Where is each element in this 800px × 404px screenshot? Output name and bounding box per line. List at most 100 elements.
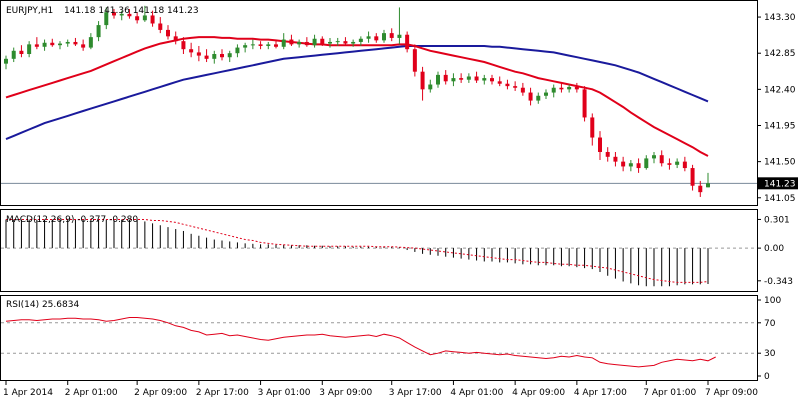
candle-body: [158, 23, 163, 30]
candle-body: [220, 54, 224, 58]
time-tick-label: 2 Apr 01:00: [65, 388, 118, 398]
candle-body: [644, 158, 649, 169]
rsi-pane-frame: [0, 295, 758, 381]
price-pane: [1, 5, 757, 197]
candle-body: [19, 50, 24, 55]
price-tick-label: 141.50: [764, 158, 796, 168]
candle-body: [142, 15, 147, 21]
macd-tick-label: 0.301: [764, 215, 790, 225]
candle-body: [382, 33, 386, 41]
candle-body: [544, 92, 548, 96]
candle-body: [513, 86, 518, 88]
candle-body: [166, 29, 170, 37]
macd-label: MACD(12,26,9) -0.377 -0.280: [6, 215, 138, 225]
candle-body: [281, 39, 286, 47]
time-tick-label: 2 Apr 17:00: [196, 388, 249, 398]
candle-body: [605, 151, 610, 157]
fast-moving-average-line: [5, 36, 709, 157]
candle-body: [320, 38, 325, 44]
current-price-label: 141.23: [764, 179, 796, 189]
candle-body: [675, 161, 680, 165]
candle-body: [366, 36, 371, 39]
candle-body: [189, 49, 194, 53]
candle-body: [520, 87, 525, 93]
candle-body: [490, 78, 494, 82]
rsi-tick-label: 100: [764, 296, 781, 306]
candle-body: [613, 156, 618, 162]
price-pane-frame: [0, 0, 758, 206]
candle-body: [428, 84, 433, 90]
time-tick-label: 7 Apr 01:00: [643, 388, 696, 398]
candle-body: [567, 86, 572, 90]
candle-body: [590, 117, 595, 138]
candle-body: [443, 74, 448, 82]
rsi-line: [5, 317, 716, 368]
candle-body: [474, 76, 479, 81]
price-tick-label: 141.05: [764, 194, 796, 204]
candle-body: [4, 58, 8, 64]
candle-body: [289, 39, 294, 45]
candle-body: [389, 33, 394, 38]
price-tick-label: 142.85: [764, 49, 796, 59]
candle-body: [227, 53, 232, 58]
symbol-label: EURJPY,H1: [6, 6, 53, 16]
macd-tick-label: -0.343: [764, 277, 793, 287]
candle-body: [652, 155, 656, 159]
candle-body: [50, 42, 55, 46]
candle-body: [397, 34, 402, 38]
candle-body: [574, 86, 579, 90]
current-price-badge: [758, 177, 798, 190]
rsi-tick-label: 70: [764, 319, 776, 329]
candle-body: [335, 41, 340, 43]
ohlc-label: 141.18 141.36 141.18 141.23: [64, 6, 199, 16]
candle-body: [88, 37, 93, 48]
rsi-tick-label: 30: [764, 349, 776, 359]
slow-moving-average-line: [5, 45, 709, 141]
macd-pane-frame: [0, 209, 758, 292]
time-tick-label: 3 Apr 09:00: [319, 388, 372, 398]
time-tick-label: 7 Apr 09:00: [705, 388, 758, 398]
time-tick-label: 1 Apr 2014: [3, 388, 53, 398]
candle-body: [58, 43, 62, 46]
candle-body: [196, 52, 201, 56]
candle-body: [42, 42, 47, 47]
candle-body: [628, 163, 633, 167]
time-tick-label: 4 Apr 09:00: [512, 388, 565, 398]
candle-body: [96, 25, 101, 38]
candle-body: [412, 49, 417, 72]
candle-body: [135, 16, 140, 21]
rsi-tick-label: 0: [764, 372, 770, 382]
time-tick-label: 4 Apr 17:00: [574, 388, 627, 398]
candle-body: [482, 78, 487, 81]
candle-body: [328, 41, 332, 44]
candle-body: [698, 185, 703, 193]
candle-body: [81, 44, 86, 48]
candle-body: [343, 41, 348, 44]
candle-body: [250, 44, 255, 46]
candle-body: [351, 41, 356, 44]
candle-body: [420, 71, 425, 90]
candle-body: [204, 55, 209, 59]
candle-body: [505, 83, 510, 87]
time-tick-label: 3 Apr 01:00: [258, 388, 311, 398]
candle-body: [297, 41, 302, 45]
candle-body: [436, 74, 440, 85]
candle-body: [212, 54, 217, 59]
candle-body: [235, 47, 240, 54]
candle-body: [659, 155, 664, 164]
candle-body: [690, 168, 695, 186]
candle-body: [312, 38, 317, 46]
macd-tick-label: 0.00: [764, 244, 784, 254]
time-tick-label: 4 Apr 01:00: [450, 388, 503, 398]
candle-body: [706, 183, 710, 188]
candle-body: [119, 13, 124, 16]
candle-body: [536, 95, 541, 101]
candle-body: [582, 89, 587, 118]
candle-body: [11, 50, 16, 59]
candle-body: [621, 161, 626, 167]
time-tick-label: 3 Apr 17:00: [389, 388, 442, 398]
candle-body: [104, 12, 109, 26]
price-tick-label: 142.40: [764, 85, 796, 95]
